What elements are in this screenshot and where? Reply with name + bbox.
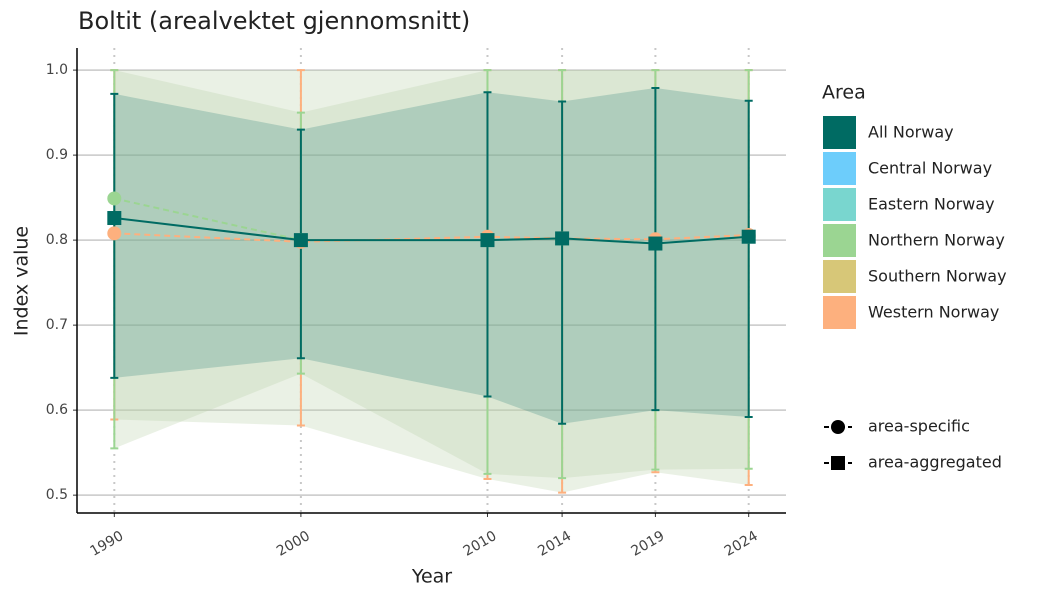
x-tick-label: 2010 <box>461 528 500 560</box>
y-tick-label: 0.9 <box>46 147 68 163</box>
legend-label: Southern Norway <box>868 267 1007 286</box>
point <box>480 233 495 248</box>
error-bar <box>744 99 753 418</box>
y-tick-label: 1.0 <box>46 62 68 78</box>
legend-marker <box>831 420 845 434</box>
legend-title: Area <box>822 82 866 104</box>
x-tick-label: 2000 <box>274 528 313 560</box>
legend-label: area-specific <box>868 417 970 436</box>
y-tick-label: 0.8 <box>46 232 68 248</box>
ribbon <box>114 87 749 424</box>
legend-swatch <box>823 116 856 149</box>
legend-swatch <box>823 296 856 329</box>
legend-swatch <box>823 260 856 293</box>
point <box>555 231 570 246</box>
point <box>107 191 122 206</box>
legend-label: Western Norway <box>868 303 999 322</box>
legend-swatch <box>823 152 856 185</box>
legend-marker <box>831 456 845 470</box>
chart-title: Boltit (arealvektet gjennomsnitt) <box>78 7 470 35</box>
error-bar <box>558 100 567 425</box>
legend-swatch <box>823 224 856 257</box>
point <box>107 211 122 226</box>
point <box>648 236 663 251</box>
series-line <box>114 217 749 245</box>
y-tick-label: 0.5 <box>46 487 68 503</box>
legend-label: Northern Norway <box>868 231 1005 250</box>
x-tick-label: 1990 <box>87 528 126 560</box>
x-tick-label: 2014 <box>535 528 574 560</box>
x-tick-label: 2024 <box>722 528 761 560</box>
point <box>107 226 122 241</box>
series-line <box>114 232 749 243</box>
ribbon <box>114 70 749 493</box>
point <box>741 229 756 244</box>
y-tick-label: 0.7 <box>46 317 68 333</box>
ribbon <box>114 70 749 479</box>
y-tick-label: 0.6 <box>46 402 68 418</box>
point <box>293 233 308 248</box>
legend-swatch <box>823 188 856 221</box>
x-axis-label: Year <box>411 566 452 588</box>
legend-label: Central Norway <box>868 159 992 178</box>
legend-label: All Norway <box>868 123 954 142</box>
y-axis-label: Index value <box>11 226 33 336</box>
legend-label: Eastern Norway <box>868 195 995 214</box>
legend-label: area-aggregated <box>868 453 1002 472</box>
x-tick-label: 2019 <box>629 528 668 560</box>
